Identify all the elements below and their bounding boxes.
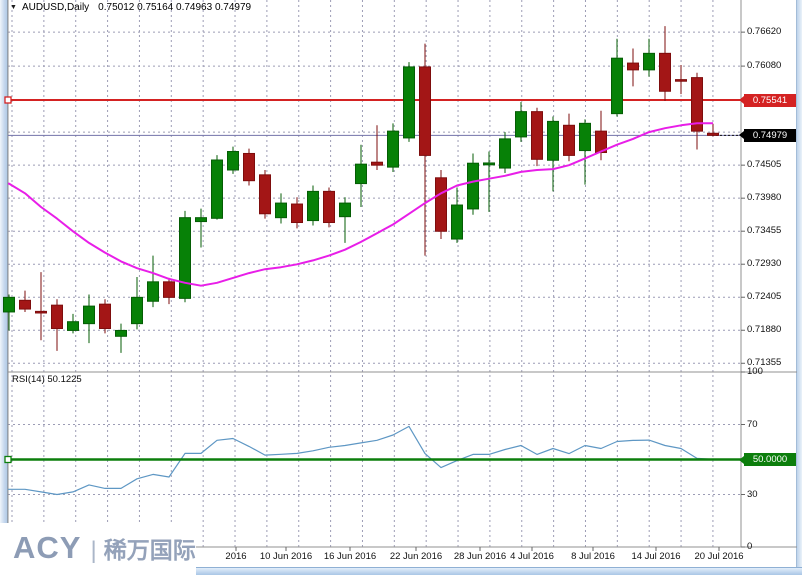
rsi-mid-line-handle[interactable] <box>4 455 12 464</box>
candle-body <box>435 177 447 232</box>
candle-body <box>531 111 543 160</box>
candle-body <box>371 161 383 166</box>
candle-body <box>467 162 479 210</box>
candle-body <box>515 111 527 138</box>
window-edge-right <box>796 0 802 568</box>
rsi-indicator-label: RSI(14) 50.1225 <box>12 374 82 385</box>
candle-body <box>291 203 303 224</box>
candle-body <box>355 163 367 185</box>
candle-body <box>339 202 351 218</box>
window-edge-bottom <box>0 567 802 575</box>
candle-body <box>451 204 463 240</box>
candle-body <box>259 174 271 215</box>
resistance-line-handle[interactable] <box>4 96 12 104</box>
ohlc-values: 0.75012 0.75164 0.74963 0.74979 <box>98 2 252 13</box>
candle-body <box>419 66 431 156</box>
candle-body <box>99 303 111 329</box>
candle-body <box>579 122 591 152</box>
candle-body <box>243 152 255 182</box>
candle-body <box>83 305 95 325</box>
broker-watermark: ACY | 稀万国际 <box>0 523 196 575</box>
candle-body <box>675 79 687 82</box>
candle-body <box>179 217 191 299</box>
resistance-price-value: 0.75541 <box>752 94 788 106</box>
rsi-line <box>8 425 714 496</box>
candle-body <box>323 190 335 224</box>
candle-body <box>707 132 719 136</box>
candle-body <box>35 310 47 314</box>
chevron-down-icon[interactable]: ▼ <box>10 4 17 11</box>
moving-average-line <box>8 122 713 287</box>
candle-body <box>147 281 159 302</box>
candle-body <box>499 138 511 169</box>
candle-body <box>659 52 671 92</box>
acy-chinese-name: 稀万国际 <box>103 538 196 564</box>
candle-body <box>67 321 79 331</box>
candle-body <box>643 52 655 71</box>
logo-divider: | <box>90 537 97 564</box>
candle-body <box>195 217 207 223</box>
candle-body <box>611 57 623 115</box>
current-price-tag: 0.74979 <box>739 128 796 142</box>
chart-header: ▼ AUDUSD,Daily 0.75012 0.75164 0.74963 0.7… <box>10 2 251 13</box>
acy-logo: ACY <box>13 530 82 565</box>
candle-body <box>563 124 575 156</box>
candle-body <box>483 162 495 166</box>
rsi-level-tag[interactable]: 50.0000 <box>739 453 796 466</box>
candle-body <box>691 77 703 132</box>
symbol-timeframe-label: AUDUSD,Daily <box>21 2 90 13</box>
resistance-price-tag[interactable]: 0.75541 <box>739 93 796 107</box>
candle-body <box>275 202 287 219</box>
current-price-value: 0.74979 <box>752 129 788 141</box>
candle-body <box>51 304 63 329</box>
candle-body <box>3 296 15 313</box>
candle-body <box>163 281 175 298</box>
candle-body <box>227 151 239 171</box>
candle-body <box>307 190 319 222</box>
candle-body <box>115 329 127 337</box>
candle-body <box>403 66 415 139</box>
candle-body <box>547 120 559 161</box>
candle-body <box>387 130 399 168</box>
candle-body <box>131 296 143 325</box>
candle-body <box>627 62 639 71</box>
rsi-level-value: 50.0000 <box>752 454 788 465</box>
candle-body <box>19 299 31 310</box>
candle-body <box>211 159 223 219</box>
